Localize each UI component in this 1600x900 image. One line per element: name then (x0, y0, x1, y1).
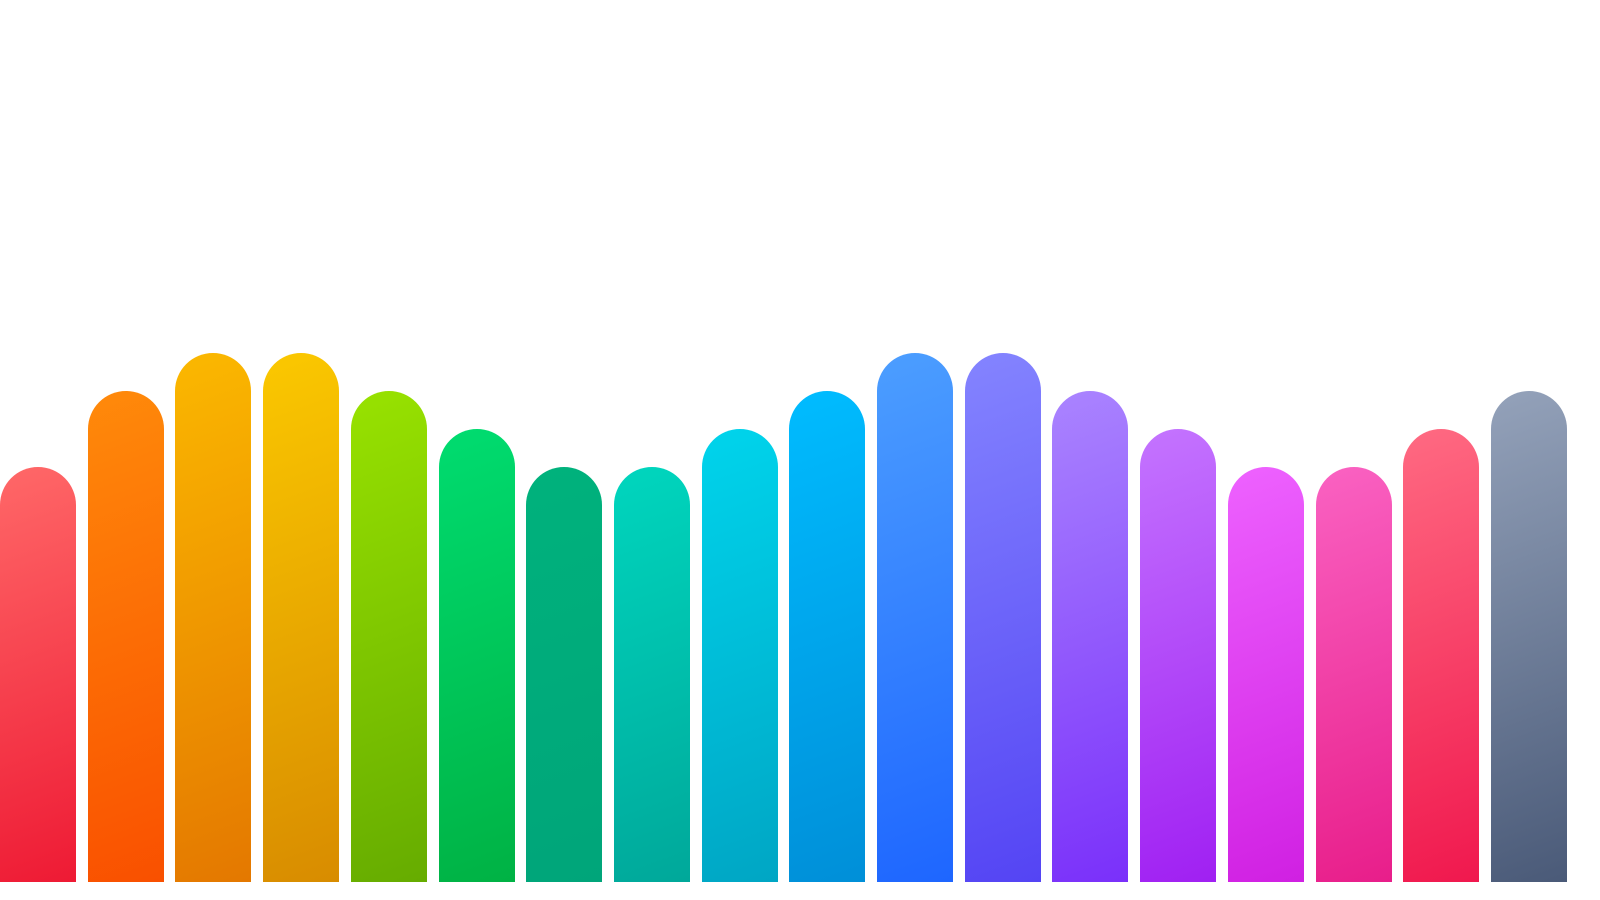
color-bar (439, 429, 515, 882)
color-bar (263, 353, 339, 882)
color-bar (789, 391, 865, 882)
color-bar (0, 467, 76, 882)
color-bar (175, 353, 251, 882)
color-bar (351, 391, 427, 882)
color-bar (1316, 467, 1392, 882)
color-bar (526, 467, 602, 882)
color-bar (1228, 467, 1304, 882)
color-bar (88, 391, 164, 882)
color-bar (1140, 429, 1216, 882)
color-bar (877, 353, 953, 882)
color-bar (1491, 391, 1567, 882)
color-bar (1052, 391, 1128, 882)
color-bar (702, 429, 778, 882)
color-bar (965, 353, 1041, 882)
color-bar (1403, 429, 1479, 882)
color-bar (614, 467, 690, 882)
